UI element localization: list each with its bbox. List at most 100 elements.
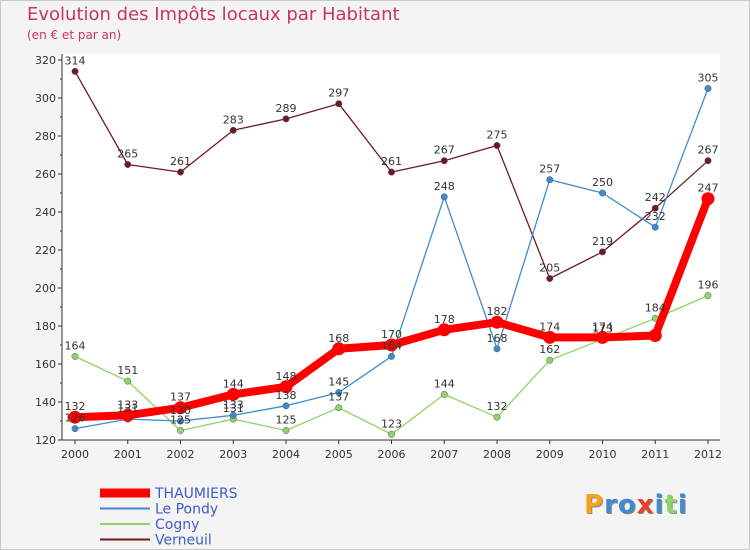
data-point [701,192,715,206]
y-tick-label: 300 [35,92,56,105]
data-label: 178 [434,313,455,326]
data-point [68,410,82,424]
data-point [124,377,132,385]
x-tick-label: 2000 [61,448,89,461]
data-label: 275 [487,129,508,142]
data-label: 123 [381,417,402,430]
data-point [704,157,712,165]
data-label: 151 [117,364,138,377]
data-point [174,401,187,415]
data-point [335,404,343,412]
data-label: 297 [328,87,349,100]
data-label: 131 [223,402,244,415]
legend-label: Le Pondy [155,502,218,518]
data-point [279,380,293,394]
data-point [124,161,132,168]
data-label: 305 [698,72,719,85]
data-label: 283 [223,113,244,126]
data-label: 314 [65,54,86,67]
data-label: 130 [170,404,191,417]
data-label: 219 [592,235,613,248]
data-label: 265 [117,148,138,161]
data-label: 132 [65,400,86,413]
y-tick-label: 120 [35,434,56,447]
data-point [282,427,290,434]
data-point [388,352,395,360]
data-point [599,189,606,197]
x-tick-label: 2003 [219,448,247,461]
logo-letter: o [617,490,637,520]
y-tick-label: 240 [35,206,56,219]
chart-subtitle: (en € et par an) [27,28,122,42]
data-point [490,315,504,329]
data-label: 248 [434,180,455,193]
legend-label: Cogny [155,517,199,533]
data-point [332,342,346,356]
data-label: 182 [487,305,508,318]
data-label: 267 [434,144,455,157]
data-point [546,275,554,282]
x-tick-label: 2004 [272,448,300,461]
data-point [599,248,606,256]
data-point [226,387,240,401]
data-point [546,356,554,364]
logo-letter: i [677,490,688,520]
data-point [437,323,451,337]
logo-letter: P [584,490,605,520]
data-point [648,329,662,342]
data-label: 232 [645,210,666,223]
data-point [440,390,448,398]
plot-area [62,54,720,440]
data-label: 131 [117,402,138,415]
data-point [704,292,712,300]
data-label: 267 [698,144,719,157]
data-point [651,204,659,212]
data-point [229,411,237,419]
data-point [229,126,237,134]
data-point [335,100,343,108]
data-label: 144 [434,377,455,390]
data-point [543,330,557,344]
y-tick-label: 200 [35,282,56,295]
legend-label: THAUMIERS [154,486,238,502]
data-label: 162 [539,343,560,356]
data-point [493,142,501,149]
data-point [71,352,79,360]
data-point [71,67,79,75]
y-tick-label: 320 [35,54,56,67]
data-point [388,168,395,176]
data-label: 126 [65,412,86,425]
data-label: 174 [539,320,560,333]
y-tick-label: 160 [35,358,56,371]
data-point [388,430,395,438]
logo-letter: i [654,490,665,520]
data-label: 250 [592,176,613,189]
data-point [121,408,135,422]
logo-letter: r [604,490,618,520]
data-point [177,168,184,176]
data-label: 133 [117,398,138,411]
data-point [596,330,609,344]
data-label: 164 [381,339,402,352]
data-label: 138 [276,389,297,402]
data-label: 168 [328,332,349,345]
data-point [651,223,659,231]
data-label: 145 [328,376,349,389]
data-point [385,338,398,352]
x-tick-label: 2001 [114,448,142,461]
data-label: 132 [487,400,508,413]
data-label: 137 [328,391,349,404]
data-label: 242 [645,191,666,204]
data-point [177,417,184,425]
data-label: 170 [381,328,402,341]
data-point [704,85,712,92]
logo-letter: x [636,490,655,520]
legend-label: Verneuil [155,533,212,549]
data-label: 205 [539,262,560,275]
chart-title: Evolution des Impôts locaux par Habitant [27,4,400,25]
data-label: 144 [223,377,244,390]
x-tick-label: 2008 [483,448,511,461]
data-point [493,413,501,421]
data-point [282,115,290,123]
